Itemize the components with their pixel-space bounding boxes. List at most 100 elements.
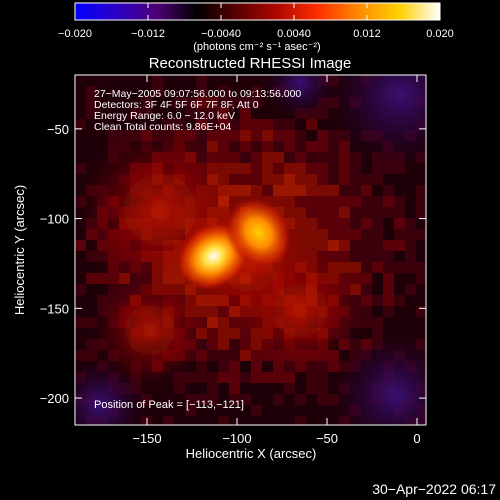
heatmap-cell: [75, 328, 87, 340]
colorbar-tick-label: 0.012: [353, 28, 381, 40]
heatmap-cell: [416, 273, 426, 285]
heatmap-cell: [86, 86, 98, 98]
heatmap-cell: [394, 229, 406, 241]
heatmap-cell: [218, 372, 230, 384]
heatmap-cell: [328, 152, 340, 164]
heatmap-cell: [262, 394, 274, 406]
heatmap-cell: [317, 119, 329, 131]
heatmap-cell: [394, 185, 406, 197]
heatmap-cell: [350, 240, 362, 252]
heatmap-cell: [328, 207, 340, 219]
heatmap-cell: [394, 218, 406, 230]
heatmap-cell: [383, 317, 395, 329]
heatmap-cell: [317, 196, 329, 208]
x-tick-label: −100: [222, 431, 251, 446]
heatmap-cell: [262, 405, 274, 417]
heatmap-cell: [317, 130, 329, 142]
heatmap-cell: [207, 130, 219, 142]
heatmap-cell: [240, 97, 252, 109]
colorbar: −0.020 −0.012 −0.0040 0.0040 0.012 0.020 (pho…: [58, 2, 454, 53]
heatmap-cell: [339, 229, 351, 241]
heatmap-cell: [207, 339, 219, 351]
heatmap-cell: [152, 108, 164, 120]
diffuse-emission: [95, 275, 205, 385]
heatmap-cell: [394, 328, 406, 340]
heatmap-cell: [306, 372, 318, 384]
heatmap-cell: [317, 383, 329, 395]
heatmap-cell: [174, 97, 186, 109]
colorbar-tick-label: 0.020: [426, 28, 454, 40]
heatmap-cell: [284, 185, 296, 197]
heatmap-cell: [229, 108, 241, 120]
heatmap-cell: [416, 185, 426, 197]
heatmap-cell: [361, 185, 373, 197]
heatmap-cell: [306, 207, 318, 219]
heatmap-cell: [372, 284, 384, 296]
heatmap-cell: [350, 251, 362, 263]
heatmap-cell: [262, 119, 274, 131]
heatmap-cell: [273, 108, 285, 120]
heatmap-cell: [218, 152, 230, 164]
y-axis: −50 −100 −150 −200: [40, 122, 426, 406]
heatmap-cell: [273, 119, 285, 131]
heatmap-cell: [273, 141, 285, 153]
heatmap-cell: [262, 152, 274, 164]
heatmap-cell: [86, 350, 98, 362]
heatmap-cell: [75, 97, 87, 109]
heatmap-cell: [196, 383, 208, 395]
heatmap-cell: [218, 86, 230, 98]
heatmap-cell: [174, 86, 186, 98]
heatmap-cell: [196, 350, 208, 362]
heatmap-cell: [339, 141, 351, 153]
heatmap-cell: [141, 86, 153, 98]
heatmap-cell: [416, 295, 426, 307]
heatmap-cell: [240, 141, 252, 153]
colorbar-tick-label: −0.020: [58, 28, 92, 40]
heatmap-cell: [416, 284, 426, 296]
heatmap-cell: [229, 119, 241, 131]
heatmap-cell: [163, 383, 175, 395]
heatmap-cell: [295, 119, 307, 131]
heatmap-cell: [361, 262, 373, 274]
heatmap-cell: [141, 383, 153, 395]
heatmap-cell: [339, 163, 351, 175]
heatmap-cell: [328, 163, 340, 175]
heatmap-cell: [339, 207, 351, 219]
heatmap-cell: [262, 185, 274, 197]
heatmap-cell: [361, 229, 373, 241]
heatmap-cell: [240, 350, 252, 362]
heatmap-cell: [383, 185, 395, 197]
heatmap-cell: [174, 119, 186, 131]
heatmap-cell: [416, 174, 426, 186]
footer-date: 30−Apr−2022 06:17: [372, 481, 496, 497]
heatmap-cell: [97, 284, 109, 296]
heatmap-cell: [163, 97, 175, 109]
heatmap-cell: [416, 196, 426, 208]
heatmap-cell: [339, 152, 351, 164]
heatmap-cell: [251, 108, 263, 120]
heatmap-cell: [416, 328, 426, 340]
heatmap-cell: [86, 130, 98, 142]
heatmap-cell: [75, 295, 87, 307]
heatmap-cell: [119, 119, 131, 131]
y-tick-label: −50: [47, 122, 69, 137]
heatmap-cell: [383, 284, 395, 296]
heatmap-cell: [328, 119, 340, 131]
heatmap-cell: [75, 75, 87, 87]
heatmap-cell: [218, 405, 230, 417]
colorbar-unit-label: (photons cm⁻² s⁻¹ asec⁻²): [193, 41, 320, 53]
heatmap-cell: [152, 405, 164, 417]
heatmap-cell: [130, 108, 142, 120]
heatmap-cell: [207, 361, 219, 373]
heatmap-cell: [372, 306, 384, 318]
info-annotations: 27−May−2005 09:07:56.000 to 09:13:56.000…: [94, 88, 301, 133]
heatmap-cell: [295, 394, 307, 406]
heatmap-cell: [75, 339, 87, 351]
heatmap-cell: [251, 383, 263, 395]
heatmap-cell: [75, 229, 87, 241]
heatmap-cell: [229, 328, 241, 340]
heatmap-cell: [416, 262, 426, 274]
heatmap-cell: [75, 86, 87, 98]
heatmap-cell: [97, 295, 109, 307]
